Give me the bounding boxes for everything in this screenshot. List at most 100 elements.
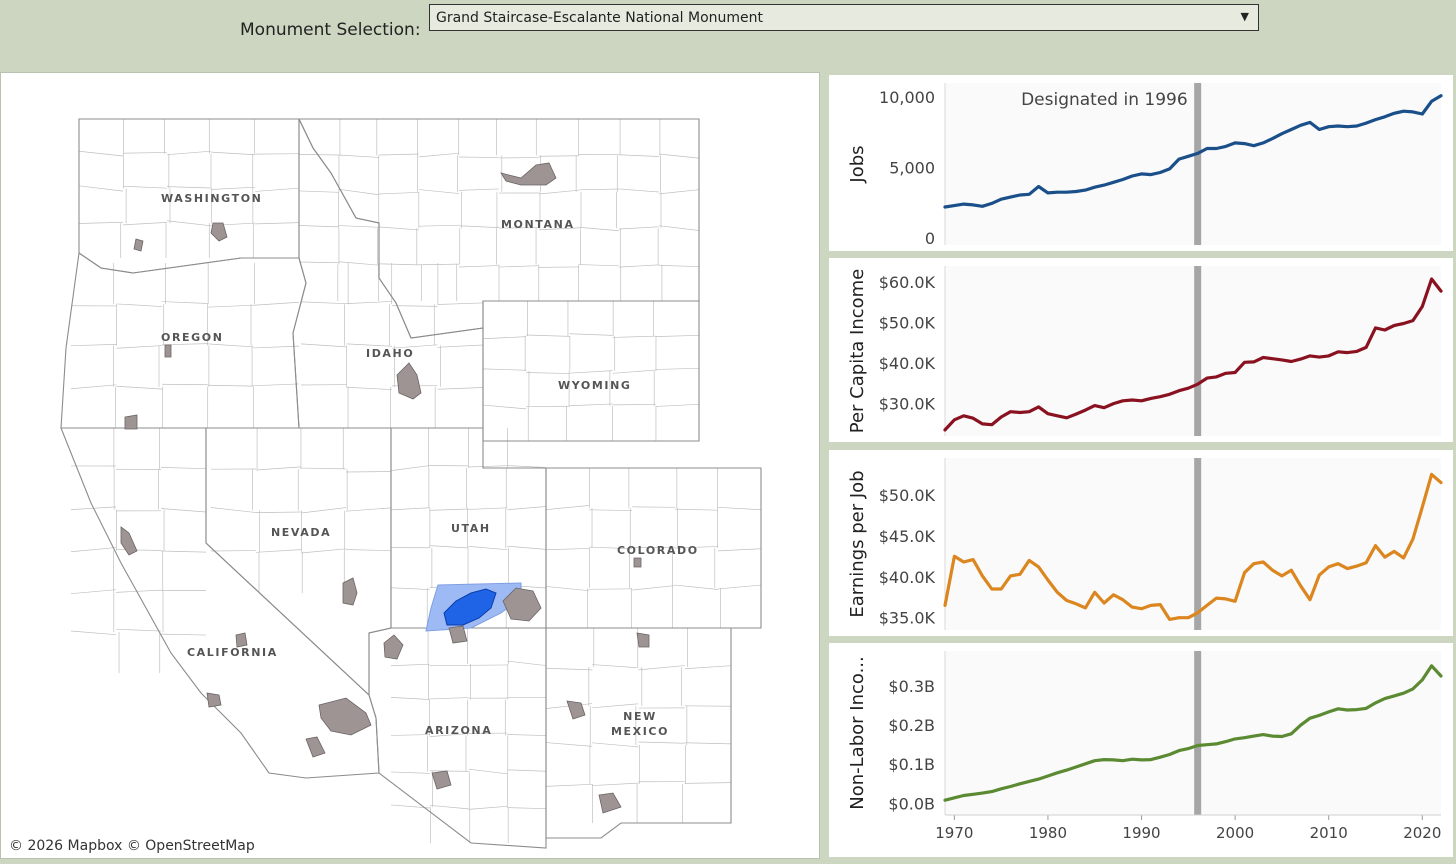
- monument-bears-ears[interactable]: [502, 587, 542, 622]
- county-line: [166, 220, 212, 227]
- county-line: [166, 186, 212, 189]
- designation-marker[interactable]: [1194, 83, 1202, 245]
- monument-oregon-1[interactable]: [164, 344, 172, 358]
- county-line: [207, 384, 254, 387]
- county-line: [70, 589, 117, 595]
- monument-nevada-gold-butte[interactable]: [383, 634, 404, 660]
- monument-washington-2[interactable]: [210, 222, 228, 242]
- county-line: [78, 185, 124, 192]
- state-label-utah: UTAH: [451, 522, 491, 535]
- county-line: [468, 465, 508, 468]
- county-line: [338, 225, 380, 228]
- y-tick-label: $0.1B: [888, 755, 935, 774]
- chart-svg[interactable]: $0.0B $0.1B $0.2B $0.3B Non-Labor Inco... 197…: [829, 643, 1453, 857]
- county-line: [70, 630, 117, 636]
- series-line[interactable]: [943, 94, 1443, 209]
- monument-selection-dropdown[interactable]: Grand Staircase-Escalante National Monum…: [429, 4, 1259, 31]
- county-line: [253, 301, 300, 306]
- monuments[interactable]: [120, 162, 650, 814]
- county-line: [717, 584, 762, 590]
- county-line: [390, 697, 430, 700]
- county-line: [338, 154, 380, 158]
- state-label-california: CALIFORNIA: [187, 646, 278, 659]
- county-line: [507, 506, 547, 511]
- designation-marker[interactable]: [1194, 458, 1202, 630]
- chevron-down-icon[interactable]: ▼: [1240, 10, 1249, 23]
- monument-california-2[interactable]: [235, 632, 248, 648]
- designation-marker[interactable]: [1194, 266, 1202, 436]
- jobs-chart[interactable]: 0 5,000 10,000 Designated in 1996 Jobs: [829, 75, 1453, 251]
- state-label-oregon: OREGON: [161, 331, 224, 344]
- county-line: [458, 188, 500, 191]
- county-line: [166, 150, 212, 156]
- earnings-per-job-chart[interactable]: $35.0K $40.0K $45.0K $50.0K Earnings per Job: [829, 450, 1453, 636]
- county-line: [390, 663, 430, 667]
- monument-arizona-sonoran[interactable]: [431, 770, 452, 790]
- state-label-arizona: ARIZONA: [425, 724, 493, 737]
- county-line: [378, 191, 420, 195]
- y-tick-label: $35.0K: [879, 609, 936, 628]
- county-line: [655, 403, 700, 407]
- series-line[interactable]: [943, 277, 1443, 432]
- x-tick-label: 1980: [1029, 824, 1067, 842]
- county-line: [210, 186, 256, 190]
- monument-california-5[interactable]: [305, 736, 326, 758]
- monument-idaho-craters[interactable]: [396, 362, 422, 400]
- monument-vermilion-cliffs[interactable]: [448, 625, 468, 644]
- map-panel[interactable]: WASHINGTON MONTANA OREGON IDAHO WYOMING …: [0, 72, 820, 859]
- monument-new-mexico-2[interactable]: [636, 632, 650, 648]
- county-line: [70, 344, 117, 347]
- county-line: [482, 336, 527, 340]
- county-line: [116, 385, 163, 390]
- series-line[interactable]: [943, 472, 1443, 621]
- monument-new-mexico-1[interactable]: [566, 700, 586, 720]
- non-labor-income-chart[interactable]: $0.0B $0.1B $0.2B $0.3B Non-Labor Inco... 197…: [829, 643, 1453, 857]
- selected-monument-grand-staircase-escalante[interactable]: [443, 588, 497, 626]
- y-axis-label: Per Capita Income: [847, 269, 868, 433]
- map-attribution[interactable]: © 2026 Mapbox © OpenStreetMap: [7, 838, 257, 854]
- county-line: [684, 742, 732, 745]
- county-line: [569, 403, 613, 407]
- county-line: [588, 546, 633, 550]
- series-line[interactable]: [943, 664, 1443, 802]
- county-line: [538, 227, 580, 231]
- county-line: [507, 545, 547, 550]
- monument-nevada-1[interactable]: [342, 577, 358, 606]
- county-line: [655, 334, 700, 338]
- county-line: [569, 370, 613, 374]
- county-line: [391, 344, 438, 349]
- county-line: [437, 302, 484, 305]
- county-line: [253, 345, 300, 349]
- county-line: [631, 585, 676, 591]
- monument-colorado[interactable]: [633, 557, 642, 568]
- county-line: [592, 782, 639, 786]
- y-tick-label: $0.2B: [888, 716, 935, 735]
- monument-new-mexico-3[interactable]: [598, 792, 622, 814]
- county-line: [122, 222, 168, 226]
- monument-california-north[interactable]: [120, 526, 138, 556]
- county-line: [569, 333, 613, 336]
- county-line: [507, 660, 547, 666]
- region-map[interactable]: [1, 73, 820, 859]
- monument-mojave[interactable]: [318, 697, 372, 736]
- monument-washington-1[interactable]: [133, 238, 144, 252]
- county-line: [345, 549, 392, 552]
- county-line: [378, 226, 420, 231]
- monument-california-3[interactable]: [206, 692, 222, 708]
- monument-montana-missouri-breaks[interactable]: [500, 162, 557, 186]
- state-boundary-california: [60, 427, 380, 779]
- state-boundary-montana: [298, 118, 700, 339]
- state-boundary-colorado: [545, 467, 762, 629]
- county-line: [655, 367, 700, 370]
- state-boundary-wyoming: [482, 300, 700, 442]
- per-capita-income-chart[interactable]: $30.0K $40.0K $50.0K $60.0K Per Capita Incom…: [829, 258, 1453, 442]
- county-line: [612, 369, 656, 374]
- county-line: [592, 664, 639, 669]
- chart-svg[interactable]: $30.0K $40.0K $50.0K $60.0K Per Capita Incom…: [829, 258, 1453, 442]
- county-line: [115, 628, 162, 632]
- monument-oregon-2[interactable]: [124, 414, 138, 430]
- chart-svg[interactable]: $35.0K $40.0K $45.0K $50.0K Earnings per Job: [829, 450, 1453, 636]
- designation-marker[interactable]: [1194, 651, 1202, 815]
- chart-svg[interactable]: 0 5,000 10,000 Designated in 1996 Jobs: [829, 75, 1453, 251]
- county-line: [390, 804, 430, 809]
